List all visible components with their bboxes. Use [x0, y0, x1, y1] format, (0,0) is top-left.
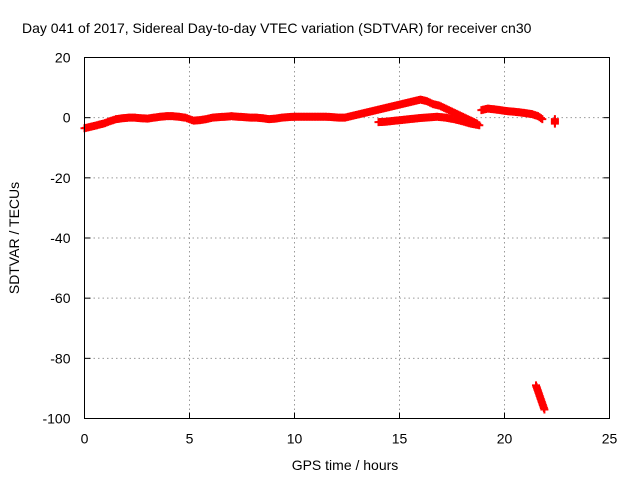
y-tick-label: -60	[50, 290, 70, 306]
y-axis-label: SDTVAR / TECUs	[6, 182, 22, 294]
y-tick-label: -20	[50, 170, 70, 186]
data-points	[80, 95, 559, 414]
x-tick-label: 5	[186, 431, 194, 447]
data-point-isolated	[550, 119, 559, 128]
x-tick-label: 25	[602, 431, 618, 447]
data-point-lower-branch	[475, 121, 484, 130]
x-axis-label: GPS time / hours	[292, 457, 399, 473]
y-tick-label: -80	[50, 350, 70, 366]
plot-frame	[84, 57, 610, 419]
y-tick-label: 20	[55, 50, 71, 66]
chart-title: Day 041 of 2017, Sidereal Day-to-day VTE…	[22, 20, 532, 36]
x-tick-label: 15	[392, 431, 408, 447]
grid	[84, 57, 610, 419]
y-tick-label: -100	[42, 411, 70, 427]
data-point-evening	[538, 115, 547, 124]
data-point-evening	[536, 114, 545, 123]
x-tick-label: 0	[81, 431, 89, 447]
y-tick-label: -40	[50, 230, 70, 246]
axis-ticks: 0 5 10 15 20 25 -100 -80 -60 -40 -20 0 20	[42, 50, 617, 447]
data-point-outlier-drop	[540, 405, 549, 414]
x-tick-label: 20	[497, 431, 513, 447]
y-tick-label: 0	[63, 110, 71, 126]
x-tick-label: 10	[287, 431, 303, 447]
